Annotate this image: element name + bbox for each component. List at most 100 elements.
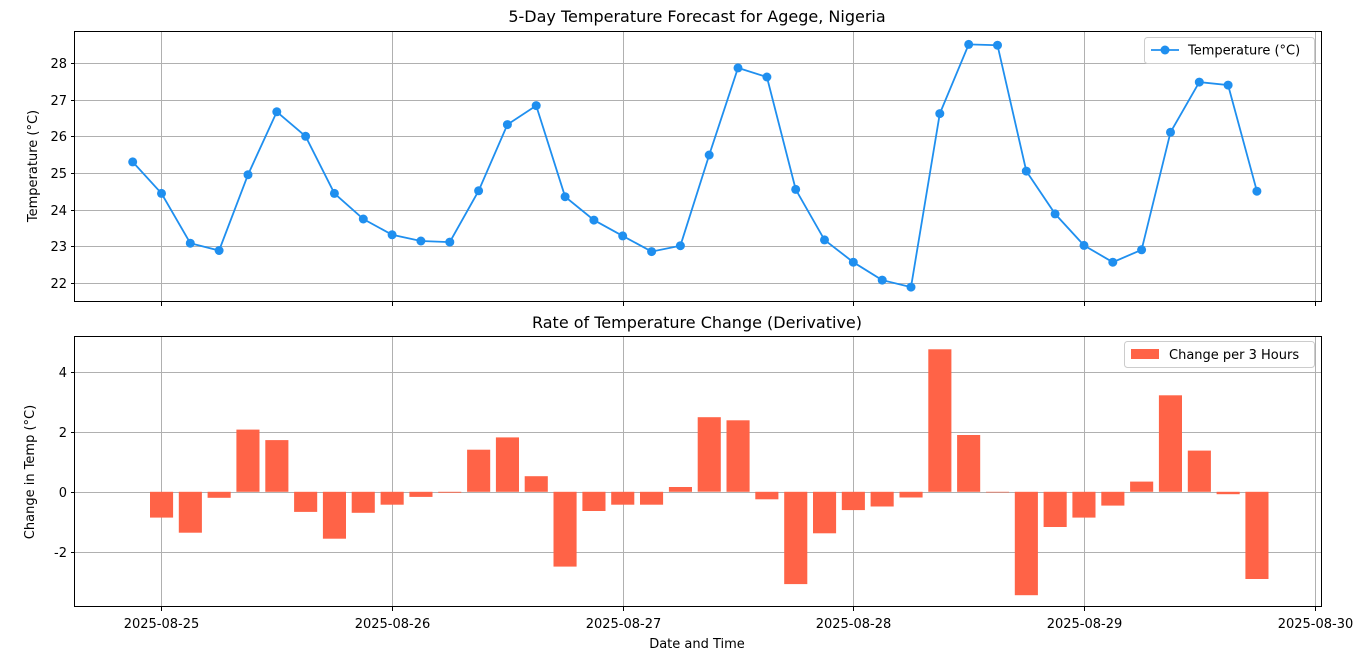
x-tick-label: 2025-08-30 xyxy=(1278,617,1354,632)
bottom-chart-title: Rate of Temperature Change (Derivative) xyxy=(532,313,862,332)
y-tick-label: 28 xyxy=(50,57,67,72)
change-bar xyxy=(899,491,923,498)
x-tick-label: 2025-08-27 xyxy=(586,617,662,632)
change-bar xyxy=(928,349,952,492)
x-axis-label: Date and Time xyxy=(649,637,745,652)
change-bar xyxy=(582,491,606,511)
x-tick-label: 2025-08-26 xyxy=(355,617,431,632)
change-bar xyxy=(870,491,894,507)
temperature-point xyxy=(214,246,224,255)
change-bar xyxy=(697,417,721,492)
y-tick-label: 2 xyxy=(59,426,67,441)
temperature-point xyxy=(1252,186,1262,196)
x-tick-label: 2025-08-28 xyxy=(816,617,892,632)
top-chart-title: 5-Day Temperature Forecast for Agege, Ni… xyxy=(508,7,885,26)
y-tick-label: 25 xyxy=(50,167,67,182)
change-bar xyxy=(813,491,837,534)
bottom-y-axis-label: Change in Temp (°C) xyxy=(23,405,38,539)
legend-bar-swatch xyxy=(1131,349,1159,359)
change-bar xyxy=(986,491,1010,493)
change-bar xyxy=(726,420,750,492)
temperature-point xyxy=(1079,240,1089,250)
temperature-point xyxy=(1021,166,1031,176)
change-bar xyxy=(322,491,346,539)
change-bar xyxy=(611,491,635,505)
temperature-point xyxy=(675,241,685,251)
temperature-point xyxy=(502,120,512,130)
temperature-point xyxy=(387,230,397,240)
temperature-point xyxy=(618,231,628,241)
change-bar xyxy=(1014,491,1038,596)
temperature-point xyxy=(445,237,455,247)
y-tick-label: -2 xyxy=(54,546,67,561)
temperature-point xyxy=(1108,257,1118,267)
change-bar xyxy=(1101,491,1125,506)
top-axes-frame xyxy=(74,31,1322,302)
temperature-point xyxy=(560,192,570,202)
x-tick-label: 2025-08-29 xyxy=(1047,617,1123,632)
change-bar xyxy=(207,491,231,498)
change-bar xyxy=(1130,481,1154,492)
temperature-point xyxy=(1137,245,1147,255)
change-bar xyxy=(640,491,664,505)
change-bar xyxy=(524,476,548,492)
temperature-point xyxy=(1166,127,1175,137)
change-bar xyxy=(1072,491,1096,518)
top-legend-label: Temperature (°C) xyxy=(1187,44,1300,59)
change-bar xyxy=(668,487,692,492)
change-bar xyxy=(409,491,433,497)
top-legend: Temperature (°C) xyxy=(1144,37,1315,64)
bottom-axes-frame xyxy=(74,336,1322,607)
temperature-point xyxy=(964,39,974,49)
temperature-point xyxy=(1194,77,1204,87)
change-bar xyxy=(236,429,260,492)
change-bar xyxy=(841,491,865,511)
change-bar xyxy=(150,491,174,518)
derivative-bar-chart: Rate of Temperature Change (Derivative) … xyxy=(23,313,1353,652)
temperature-point xyxy=(848,257,858,267)
temperature-point xyxy=(157,188,166,198)
temperature-point xyxy=(272,107,282,117)
change-bar xyxy=(380,491,404,505)
y-tick-label: 24 xyxy=(50,204,67,219)
legend-marker-swatch xyxy=(1160,45,1170,55)
change-bar xyxy=(265,440,289,492)
change-bar xyxy=(784,491,808,585)
change-bar xyxy=(1216,491,1240,495)
temperature-point xyxy=(301,131,311,141)
temperature-point xyxy=(358,214,368,224)
temperature-point xyxy=(877,275,887,285)
temperature-point xyxy=(416,236,426,246)
temperature-point xyxy=(820,235,829,245)
change-bar xyxy=(957,435,981,492)
change-bar xyxy=(495,437,519,492)
temperature-point xyxy=(243,170,253,180)
change-bar xyxy=(1158,395,1182,492)
temperature-point xyxy=(128,157,138,167)
temperature-point xyxy=(531,101,541,111)
temperature-point xyxy=(791,184,801,194)
change-bar xyxy=(351,491,375,513)
bottom-legend: Change per 3 Hours xyxy=(1124,341,1315,368)
temperature-line-chart: 5-Day Temperature Forecast for Agege, Ni… xyxy=(26,7,1322,306)
temperature-point xyxy=(329,188,339,198)
bottom-legend-label: Change per 3 Hours xyxy=(1169,348,1299,363)
top-y-axis-label: Temperature (°C) xyxy=(26,110,41,223)
y-tick-label: 22 xyxy=(50,277,67,292)
change-bar xyxy=(553,491,577,567)
temperature-point xyxy=(935,109,945,119)
y-tick-label: 0 xyxy=(59,486,67,501)
temperature-point xyxy=(647,247,657,257)
y-tick-label: 4 xyxy=(59,366,67,381)
temperature-point xyxy=(704,150,714,160)
y-tick-label: 26 xyxy=(50,130,67,145)
temperature-point xyxy=(993,40,1002,50)
x-tick-label: 2025-08-25 xyxy=(124,617,200,632)
temperature-line xyxy=(132,43,1258,289)
y-tick-label: 27 xyxy=(50,94,67,109)
change-bar xyxy=(438,491,462,493)
temperature-point xyxy=(1050,209,1060,219)
change-bar xyxy=(1187,450,1211,492)
temperature-point xyxy=(589,215,599,225)
